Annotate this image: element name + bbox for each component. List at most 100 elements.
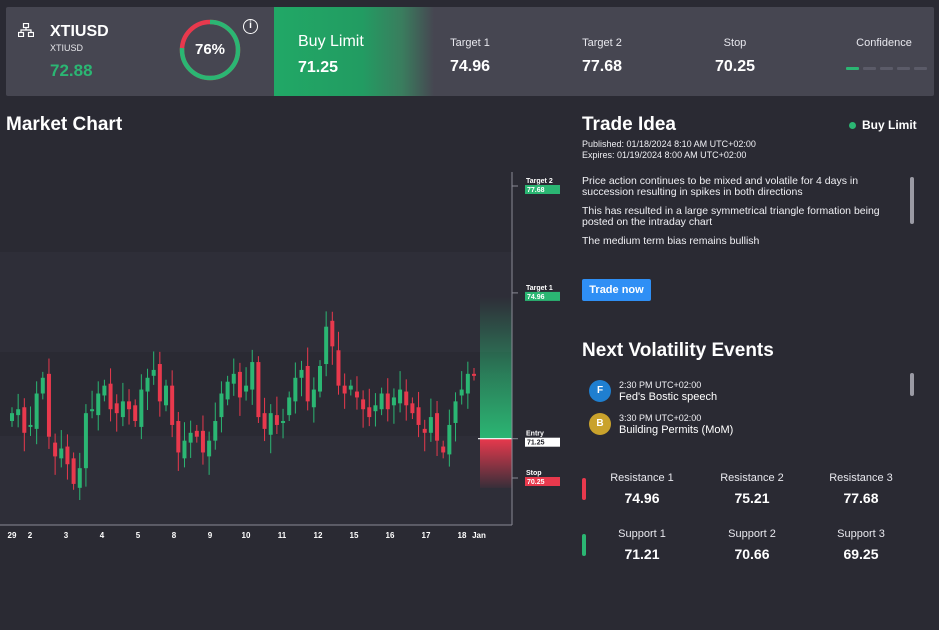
marker-badge (525, 185, 560, 194)
candle-body (10, 413, 14, 422)
candle-body (194, 430, 199, 437)
idea-paragraph: Price action continues to be mixed and v… (582, 175, 859, 198)
candle-body (268, 413, 273, 435)
level-label: Support 1 (618, 528, 666, 540)
candle-body (83, 413, 88, 469)
idea-scrollbar[interactable] (910, 177, 914, 224)
level-label: Resistance 3 (829, 472, 893, 484)
x-tick-label: 17 (422, 531, 431, 540)
candle-body (293, 377, 298, 402)
gauge-percent: 76% (194, 41, 226, 58)
candle-body (459, 389, 464, 396)
event-badge-icon: B (589, 413, 611, 435)
status-dot (849, 121, 856, 129)
candle-body (330, 320, 335, 347)
target1-value: 74.96 (449, 58, 491, 75)
level-value: 71.21 (624, 546, 660, 562)
trade-now-button[interactable]: Trade now (582, 279, 651, 301)
support-level: Support 1 71.21 (587, 528, 697, 562)
x-tick-label: 12 (314, 531, 323, 540)
current-price: 72.88 (50, 61, 93, 80)
level-label: Support 3 (837, 528, 885, 540)
event-time: 2:30 PM UTC+02:00 (619, 380, 702, 390)
events-scrollbar[interactable] (910, 373, 914, 396)
candle-body (472, 373, 476, 376)
candle-body (441, 446, 446, 453)
candle-body (311, 389, 316, 408)
candle-body (170, 385, 175, 425)
candle-body (435, 413, 440, 441)
symbol-subtitle: XTIUSD (50, 43, 84, 53)
event-name: Fed's Bostic speech (619, 391, 718, 403)
candle-body (391, 397, 396, 406)
support-level: Support 2 70.66 (697, 528, 807, 562)
candle-body (244, 385, 249, 392)
candle-body (361, 399, 366, 410)
stop-column: Stop 70.25 (690, 37, 780, 76)
candle-body (367, 407, 372, 418)
candle-body (145, 377, 150, 392)
x-tick-label: 29 (8, 531, 17, 540)
candle-body (324, 326, 329, 365)
candle-body (385, 393, 390, 410)
candle-body (465, 373, 470, 394)
confidence-segment (914, 67, 927, 70)
idea-paragraph: The medium term bias remains bullish (582, 235, 760, 247)
resistance-indicator (582, 478, 586, 500)
order-box: Buy Limit 71.25 (274, 7, 434, 96)
target-zone (480, 296, 512, 439)
candle-body (318, 365, 322, 392)
marker-label: Entry (526, 431, 544, 438)
chart-band (0, 436, 512, 525)
candle-body (176, 421, 181, 453)
stop-zone (480, 438, 512, 488)
candle-body (342, 385, 347, 394)
candle-body (71, 458, 76, 484)
candle-body (207, 440, 212, 457)
candle-body (90, 409, 95, 412)
x-tick-label: 5 (136, 531, 141, 540)
x-tick-label: 3 (64, 531, 69, 540)
candle-body (348, 385, 353, 390)
x-tick-label: Jan (472, 531, 486, 540)
candle-body (447, 424, 452, 455)
marker-value: 74.96 (527, 294, 545, 301)
level-value: 75.21 (734, 490, 770, 506)
candle-body (127, 401, 132, 410)
candle-body (256, 362, 261, 418)
trade-status: Buy Limit (849, 118, 917, 132)
candle-body (428, 417, 433, 433)
candle-body (114, 403, 119, 414)
candle-body (139, 389, 144, 427)
candle-body (225, 381, 230, 400)
candle-body (250, 362, 255, 390)
candle-body (213, 421, 218, 441)
candle-body (410, 403, 415, 414)
market-chart[interactable]: 29 2 3 4 5 8 9 10 11 12 15 16 17 18 Jan Target 2 77.68 Ta… (0, 160, 570, 550)
trade-idea-title: Trade Idea (582, 114, 676, 135)
chart-band (0, 252, 512, 352)
target2-label: Target 2 (582, 37, 622, 49)
resistance-level: Resistance 1 74.96 (587, 472, 697, 506)
confidence-meter (846, 67, 927, 70)
resistance-level: Resistance 3 77.68 (806, 472, 916, 506)
level-value: 69.25 (843, 546, 879, 562)
candle-body (219, 393, 224, 418)
candle-body (77, 468, 82, 488)
candle-body (96, 393, 101, 416)
candle-body (34, 393, 39, 429)
candle-body (281, 421, 286, 424)
candle-body (305, 365, 310, 402)
candle-body (133, 405, 138, 422)
confidence-label: Confidence (856, 37, 912, 49)
candle-body (299, 369, 304, 378)
event-badge-icon: F (589, 380, 611, 402)
candle-body (416, 407, 421, 425)
candle-body (262, 413, 267, 429)
candle-body (65, 446, 70, 465)
confidence-segment (880, 67, 893, 70)
instrument-header: XTIUSD XTIUSD 72.88 76% i Buy Limit 71.2… (6, 7, 934, 96)
info-icon[interactable]: i (243, 19, 258, 34)
candle-body (274, 415, 279, 425)
expires-date: Expires: 01/19/2024 8:00 AM UTC+02:00 (582, 150, 747, 160)
